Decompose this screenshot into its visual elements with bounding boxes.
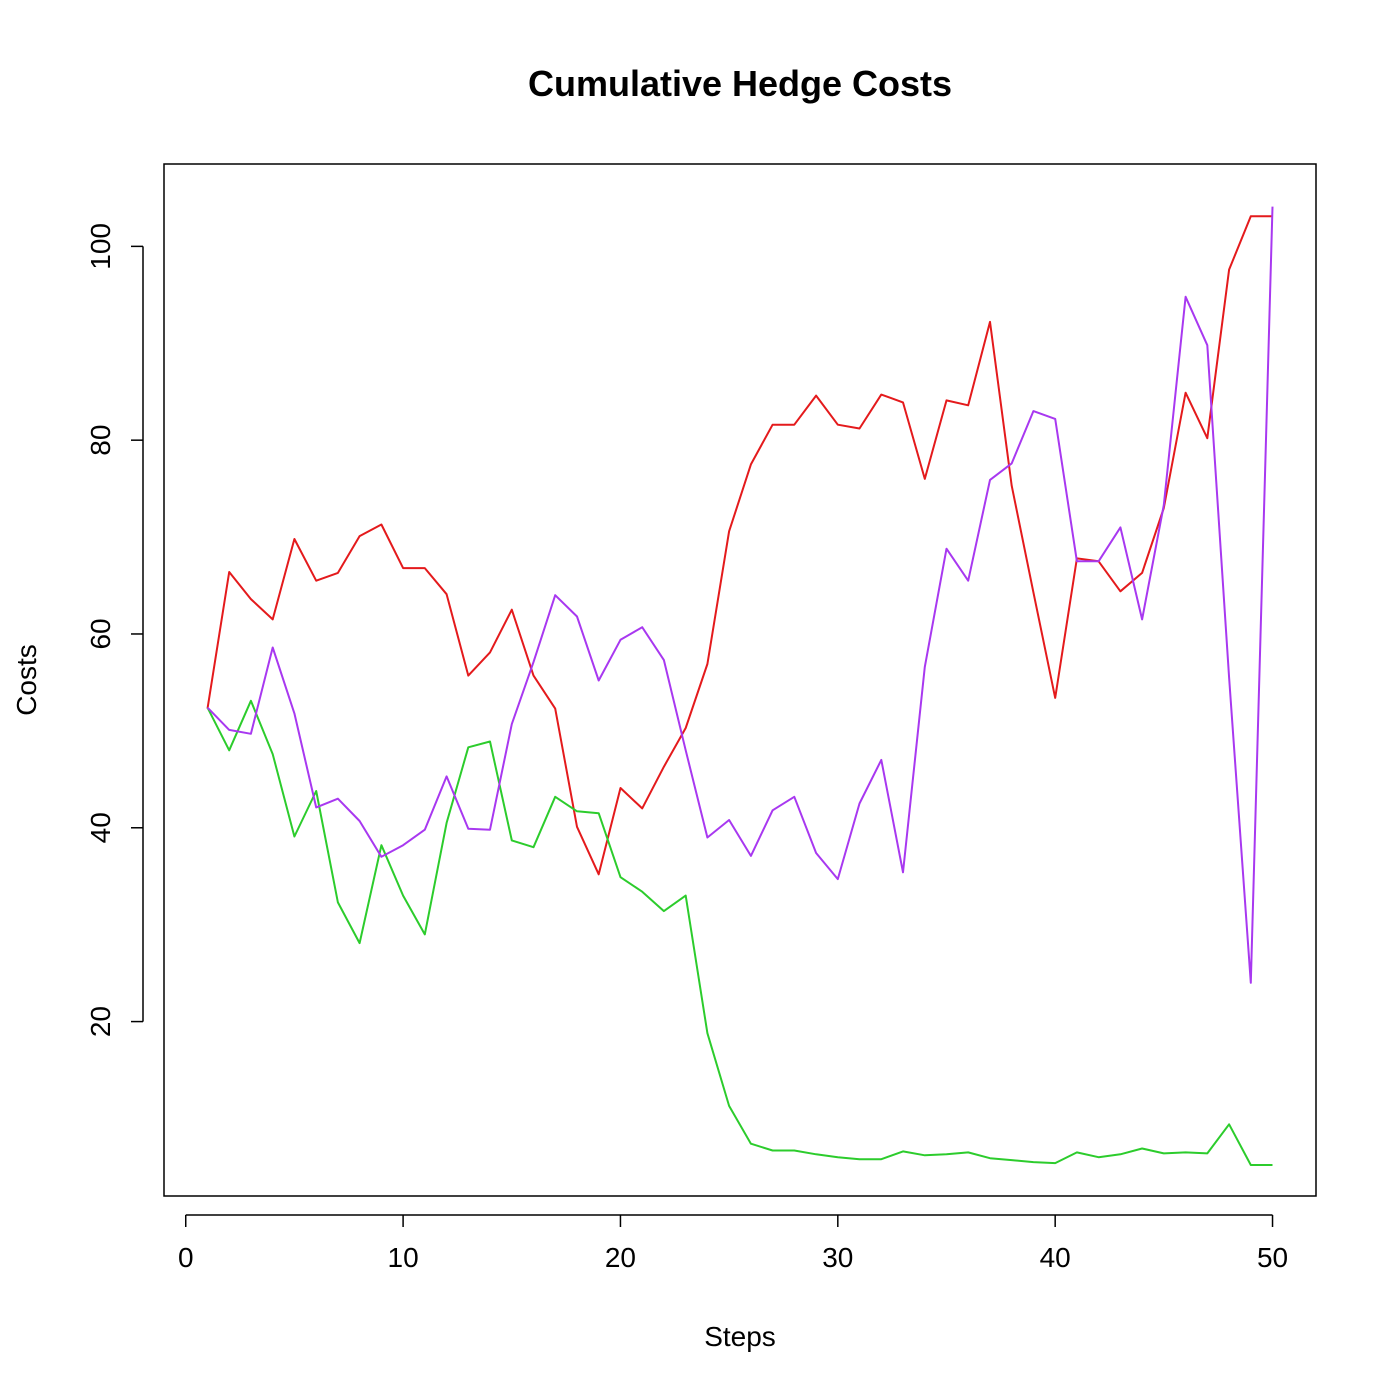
plot-frame: [163, 163, 1317, 1197]
series-line-2: [206, 699, 1273, 1166]
y-axis: 20 40 60 80 100: [85, 223, 144, 1037]
y-tick-label: 20: [85, 1006, 116, 1037]
x-tick-label: 30: [822, 1242, 853, 1273]
x-tick-label: 50: [1257, 1242, 1288, 1273]
y-tick-label: 60: [85, 618, 116, 649]
x-axis: 0 10 20 30 40 50: [178, 1214, 1288, 1273]
y-tick-label: 80: [85, 425, 116, 456]
y-tick-label: 100: [85, 223, 116, 270]
series-line-3: [206, 206, 1274, 984]
x-tick-label: 40: [1040, 1242, 1071, 1273]
y-tick-label: 40: [85, 812, 116, 843]
x-tick-label: 0: [178, 1242, 194, 1273]
series-layer: [206, 206, 1274, 1166]
x-tick-label: 10: [388, 1242, 419, 1273]
chart-title: Cumulative Hedge Costs: [528, 63, 952, 104]
y-axis-label: Costs: [11, 644, 42, 716]
x-tick-label: 20: [605, 1242, 636, 1273]
series-line-1: [206, 215, 1273, 876]
x-axis-label: Steps: [704, 1321, 776, 1352]
